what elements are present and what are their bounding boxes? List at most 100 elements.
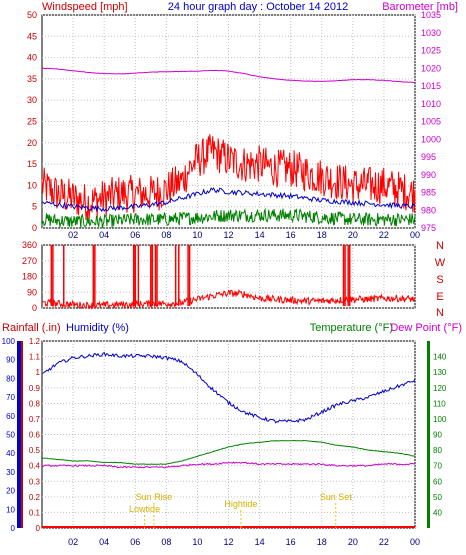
annotation-label: Lowtide xyxy=(129,504,160,514)
rain-tick-label: 0.4 xyxy=(29,462,41,471)
rainfall-axis-label: Rainfall (.in) xyxy=(2,322,61,334)
humidity-tick-label: 70 xyxy=(6,393,15,402)
x-tick-label: 22 xyxy=(379,537,389,547)
temperature-tick-label: 110 xyxy=(433,399,446,408)
humidity-tick-label: 20 xyxy=(6,487,15,496)
barometer-tick-label: 1035 xyxy=(421,10,441,20)
barometer-tick-label: 990 xyxy=(421,170,436,180)
direction-tick-label: 180 xyxy=(22,272,37,282)
barometer-tick-label: 980 xyxy=(421,205,436,215)
windspeed-tick-label: 15 xyxy=(27,159,37,169)
rain-tick-label: 0.7 xyxy=(29,415,41,424)
humidity-tick-label: 80 xyxy=(6,374,15,383)
temperature-tick-label: 140 xyxy=(433,353,447,362)
windspeed-tick-label: 25 xyxy=(27,117,37,127)
x-tick-label: 00 xyxy=(410,537,420,547)
direction-tick-label: 360 xyxy=(22,240,37,250)
temperature-tick-label: 90 xyxy=(433,431,442,440)
rain-tick-label: 0.5 xyxy=(29,446,41,455)
barometer-tick-label: 975 xyxy=(421,223,436,233)
windspeed-tick-label: 30 xyxy=(27,95,37,105)
x-tick-label: 04 xyxy=(99,230,109,240)
x-tick-label: 12 xyxy=(223,537,233,547)
windspeed-tick-label: 40 xyxy=(27,53,37,63)
humidity-tick-label: 10 xyxy=(6,505,15,514)
compass-label: N xyxy=(436,240,444,252)
x-tick-label: 20 xyxy=(348,230,358,240)
direction-tick-label: 90 xyxy=(27,287,37,297)
marks-layer xyxy=(17,67,430,528)
windspeed-tick-label: 10 xyxy=(27,180,37,190)
windspeed-axis-label: Windspeed [mph] xyxy=(42,1,128,13)
x-tick-label: 02 xyxy=(68,537,78,547)
x-tick-label: 02 xyxy=(68,230,78,240)
humidity-tick-label: 0 xyxy=(11,524,16,533)
humidity-axis-bar xyxy=(17,341,21,528)
windspeed-tick-label: 0 xyxy=(32,223,37,233)
x-tick-label: 00 xyxy=(410,230,420,240)
dewpoint-axis-label: Dew Point (°F) xyxy=(390,322,462,334)
rain-tick-label: 0.3 xyxy=(29,477,41,486)
x-tick-label: 16 xyxy=(286,537,296,547)
annotation-label: Sun Set xyxy=(320,492,353,502)
compass-label: E xyxy=(436,291,443,303)
windspeed-tick-label: 50 xyxy=(27,10,37,20)
annotation-label: Sun Rise xyxy=(136,492,173,502)
x-tick-label: 08 xyxy=(161,537,171,547)
barometer-line xyxy=(41,67,415,83)
labels-layer: 0202040406060808101012121414161618182020… xyxy=(2,10,447,547)
barometer-tick-label: 1020 xyxy=(421,63,441,73)
dewpoint-line xyxy=(41,461,416,469)
barometer-tick-label: 1000 xyxy=(421,134,441,144)
rain-tick-label: 1.2 xyxy=(29,337,41,346)
x-tick-label: 22 xyxy=(379,230,389,240)
wind-direction-line xyxy=(41,288,416,310)
barometer-tick-label: 1010 xyxy=(421,99,441,109)
barometer-tick-label: 1005 xyxy=(421,117,441,127)
x-tick-label: 16 xyxy=(286,230,296,240)
humidity-line xyxy=(42,351,416,424)
x-tick-label: 10 xyxy=(192,537,202,547)
rain-tick-label: 0.2 xyxy=(29,493,41,502)
barometer-tick-label: 1025 xyxy=(421,46,441,56)
humidity-tick-label: 100 xyxy=(2,337,16,346)
compass-label: W xyxy=(435,257,446,269)
temperature-tick-label: 80 xyxy=(433,446,442,455)
humidity-tick-label: 90 xyxy=(6,356,15,365)
temperature-tick-label: 70 xyxy=(433,462,442,471)
temperature-axis-bar xyxy=(427,341,430,528)
windspeed-tick-label: 20 xyxy=(27,138,37,148)
temperature-tick-label: 50 xyxy=(433,493,442,502)
x-tick-label: 14 xyxy=(255,537,265,547)
temperature-tick-label: 100 xyxy=(433,415,447,424)
x-tick-label: 18 xyxy=(317,537,327,547)
windspeed-tick-label: 5 xyxy=(32,202,37,212)
windspeed-gust-line xyxy=(41,134,416,222)
windspeed-tick-label: 45 xyxy=(27,31,37,41)
x-tick-label: 10 xyxy=(192,230,202,240)
chart-title: 24 hour graph day : October 14 2012 xyxy=(168,1,348,13)
rain-tick-label: 0.6 xyxy=(29,431,41,440)
x-tick-label: 18 xyxy=(317,230,327,240)
humidity-tick-label: 50 xyxy=(6,431,15,440)
rain-tick-label: 1.1 xyxy=(29,353,41,362)
annotation-label: Hightide xyxy=(224,499,257,509)
windspeed-low-line xyxy=(41,207,416,229)
temperature-tick-label: 40 xyxy=(433,508,442,517)
rain-tick-label: 1 xyxy=(36,368,41,377)
humidity-tick-label: 30 xyxy=(6,468,15,477)
x-tick-label: 14 xyxy=(255,230,265,240)
barometer-tick-label: 985 xyxy=(421,188,436,198)
barometer-tick-label: 1030 xyxy=(421,28,441,38)
barometer-axis-label: Barometer [mb] xyxy=(382,1,458,13)
temperature-tick-label: 120 xyxy=(433,384,447,393)
humidity-tick-label: 60 xyxy=(6,412,15,421)
barometer-tick-label: 995 xyxy=(421,152,436,162)
temperature-tick-label: 130 xyxy=(433,368,447,377)
rain-tick-label: 0 xyxy=(36,524,41,533)
temperature-tick-label: 60 xyxy=(433,477,442,486)
compass-label: S xyxy=(436,274,443,286)
x-tick-label: 06 xyxy=(130,230,140,240)
direction-tick-label: 0 xyxy=(32,303,37,313)
x-tick-label: 20 xyxy=(348,537,358,547)
